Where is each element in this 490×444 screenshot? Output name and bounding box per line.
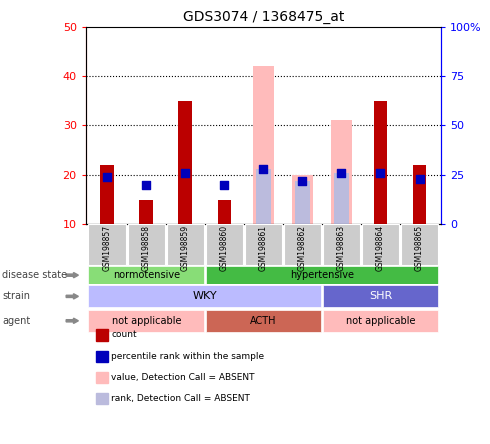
Point: [338, 169, 345, 176]
Text: not applicable: not applicable: [112, 316, 181, 326]
Point: [142, 181, 150, 188]
Bar: [284, 224, 321, 265]
Point: [416, 175, 423, 182]
Text: GSM198863: GSM198863: [337, 225, 346, 271]
Bar: [253, 66, 274, 224]
Point: [181, 169, 189, 176]
Text: GSM198861: GSM198861: [259, 225, 268, 271]
Text: count: count: [111, 330, 137, 339]
Text: ACTH: ACTH: [250, 316, 277, 326]
Bar: [401, 224, 438, 265]
Point: [377, 169, 385, 176]
Point: [298, 177, 306, 184]
Bar: [245, 224, 282, 265]
Text: disease state: disease state: [2, 270, 68, 280]
Bar: [331, 120, 352, 224]
Bar: [89, 285, 321, 307]
Bar: [323, 310, 438, 332]
Bar: [167, 224, 204, 265]
Text: strain: strain: [2, 291, 30, 301]
Text: GSM198859: GSM198859: [181, 225, 190, 271]
Text: not applicable: not applicable: [346, 316, 415, 326]
Bar: [206, 224, 243, 265]
Bar: [127, 224, 165, 265]
Bar: [374, 101, 387, 224]
Text: rank, Detection Call = ABSENT: rank, Detection Call = ABSENT: [111, 394, 250, 403]
Point: [260, 165, 268, 172]
Bar: [206, 310, 321, 332]
Bar: [292, 175, 313, 224]
Bar: [294, 181, 310, 224]
Bar: [89, 224, 126, 265]
Text: normotensive: normotensive: [113, 270, 180, 280]
Bar: [334, 173, 349, 224]
Title: GDS3074 / 1368475_at: GDS3074 / 1368475_at: [183, 10, 344, 24]
Bar: [89, 266, 204, 284]
Text: percentile rank within the sample: percentile rank within the sample: [111, 352, 265, 361]
Text: GSM198857: GSM198857: [103, 225, 112, 271]
Text: hypertensive: hypertensive: [290, 270, 354, 280]
Text: SHR: SHR: [369, 291, 392, 301]
Bar: [323, 285, 438, 307]
Bar: [178, 101, 192, 224]
Text: WKY: WKY: [193, 291, 217, 301]
Bar: [218, 199, 231, 224]
Bar: [362, 224, 399, 265]
Bar: [413, 165, 426, 224]
Bar: [89, 310, 204, 332]
Text: agent: agent: [2, 316, 31, 326]
Text: GSM198862: GSM198862: [298, 225, 307, 271]
Text: value, Detection Call = ABSENT: value, Detection Call = ABSENT: [111, 373, 255, 382]
Bar: [206, 266, 438, 284]
Point: [103, 173, 111, 180]
Bar: [323, 224, 360, 265]
Text: GSM198860: GSM198860: [220, 225, 229, 271]
Bar: [140, 199, 153, 224]
Point: [220, 181, 228, 188]
Text: GSM198864: GSM198864: [376, 225, 385, 271]
Text: GSM198858: GSM198858: [142, 225, 151, 271]
Bar: [256, 169, 271, 224]
Text: GSM198865: GSM198865: [415, 225, 424, 271]
Bar: [100, 165, 114, 224]
